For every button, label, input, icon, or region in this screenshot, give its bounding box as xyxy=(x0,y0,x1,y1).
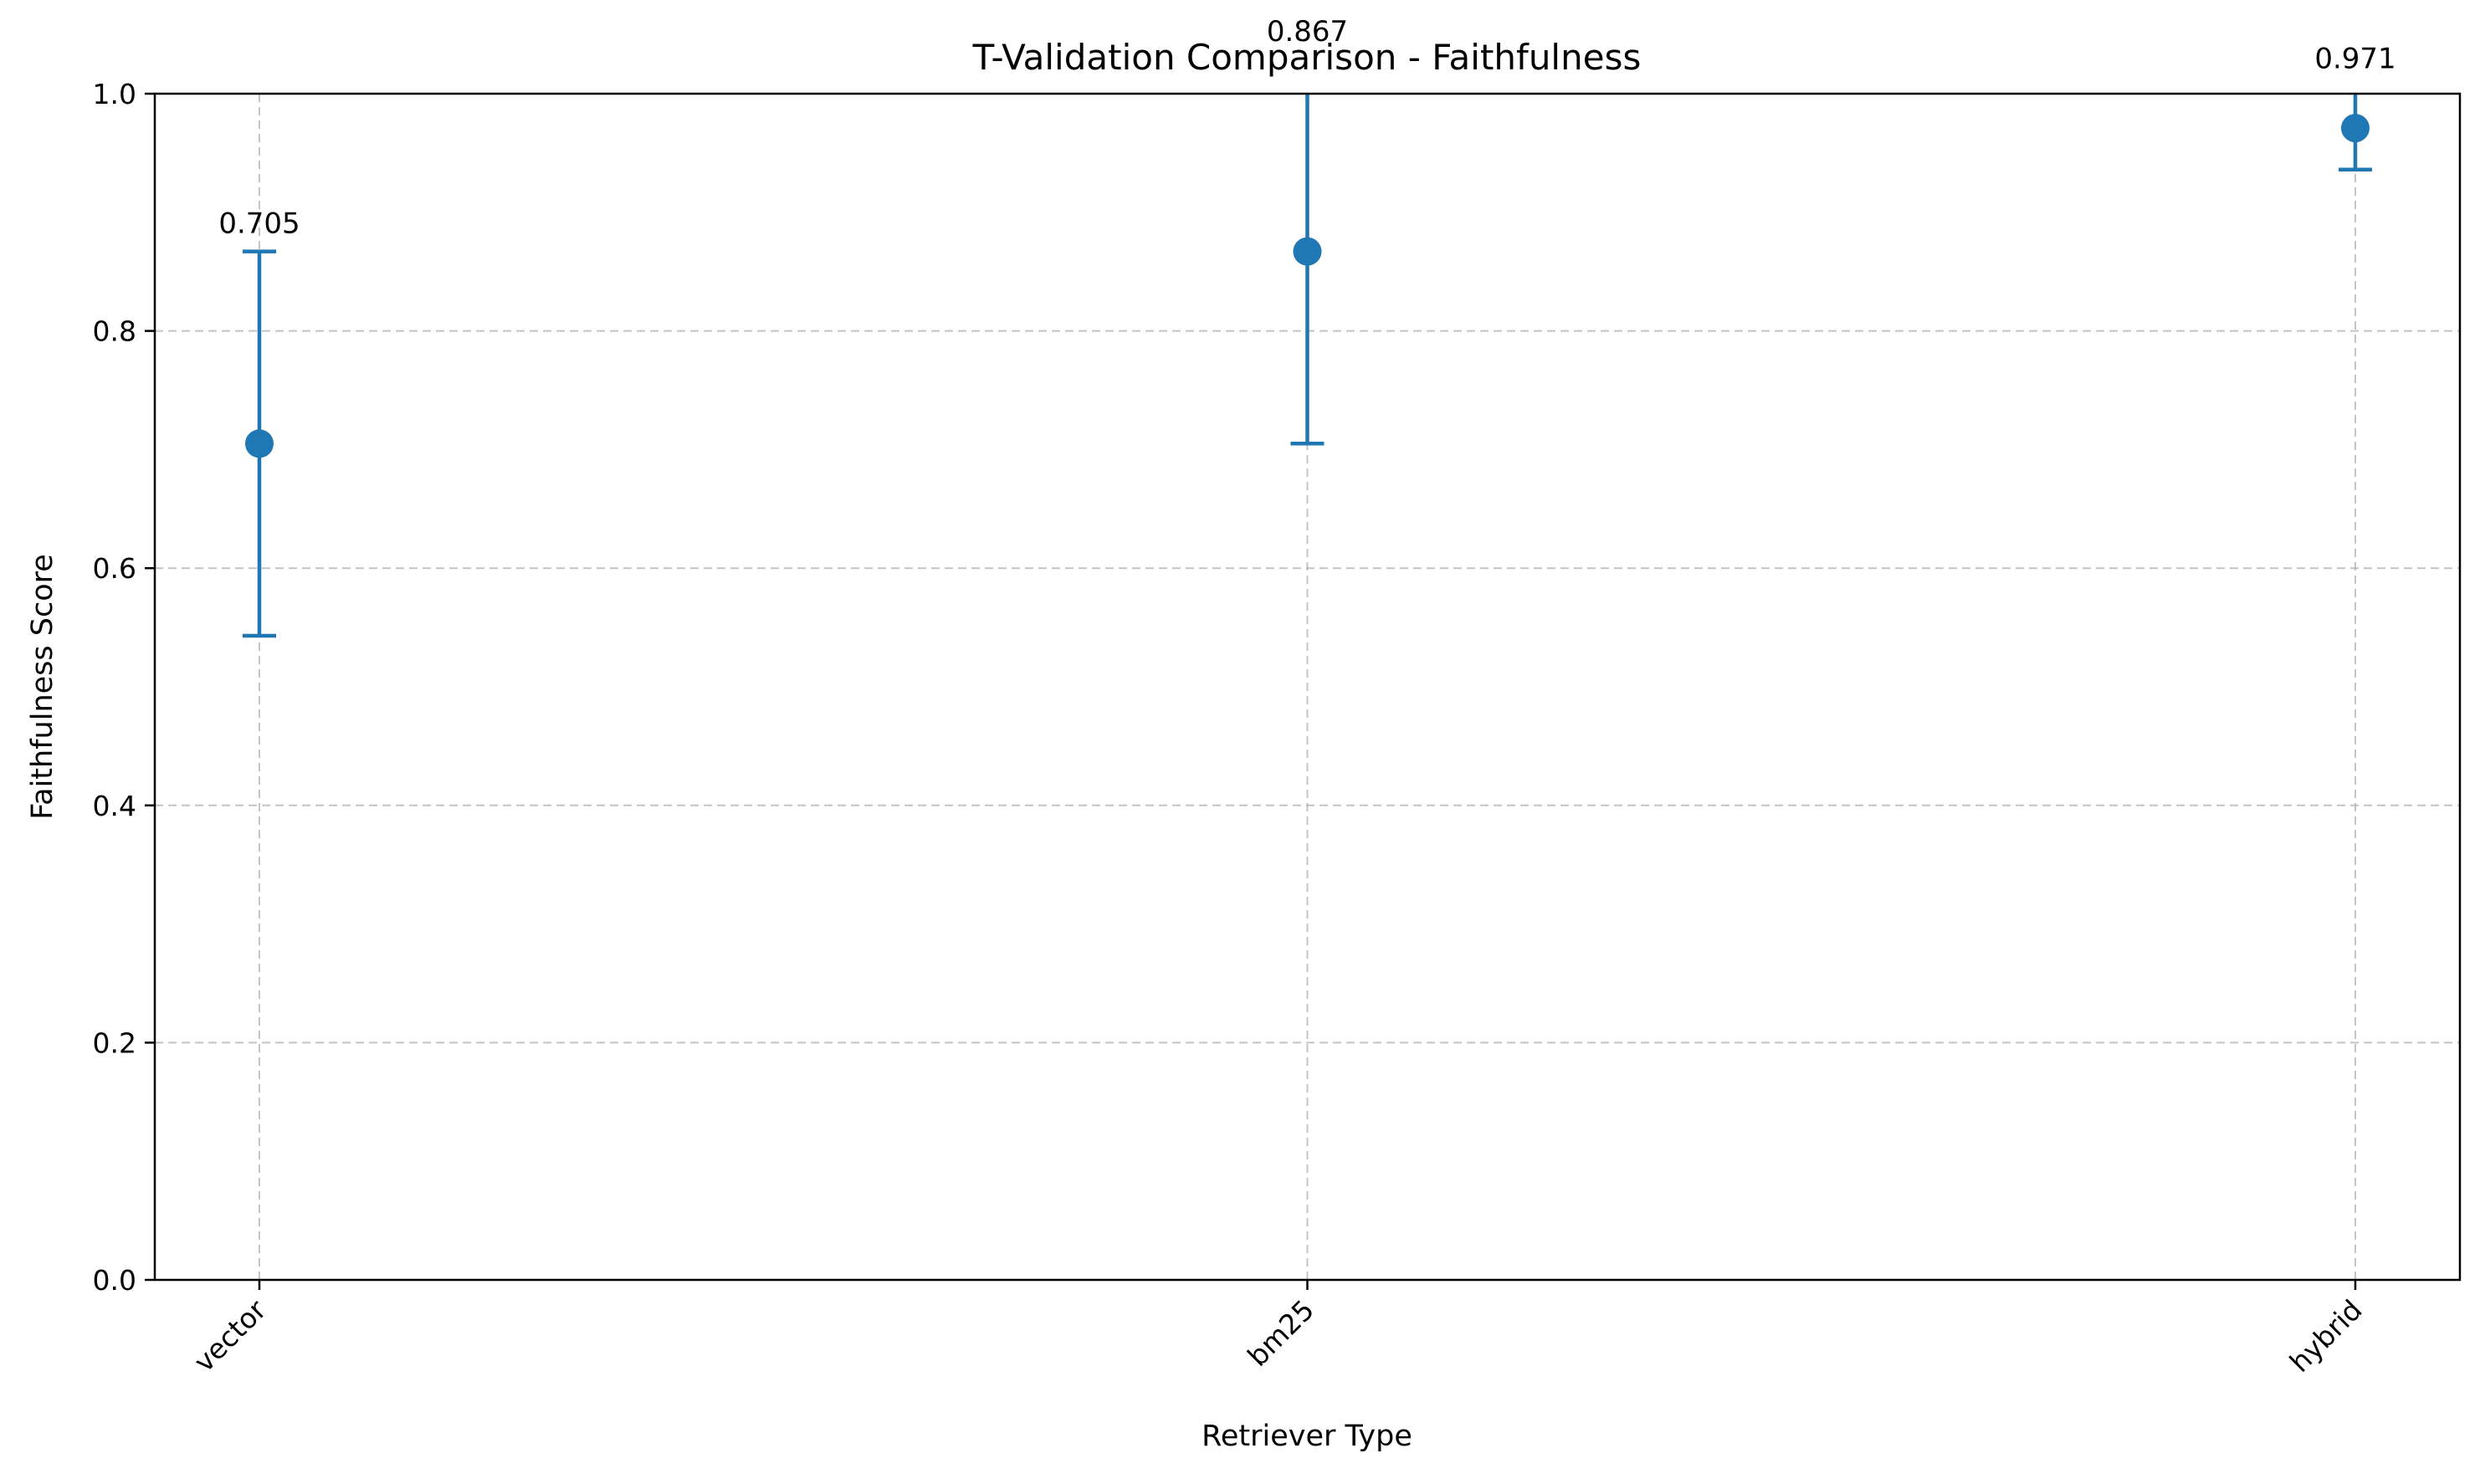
y-tick-label: 0.6 xyxy=(93,552,136,585)
chart-title: T-Validation Comparison - Faithfulness xyxy=(972,37,1642,78)
y-tick-label: 0.8 xyxy=(93,315,136,348)
data-point-bm25 xyxy=(1293,237,1322,266)
y-tick-label: 0.0 xyxy=(93,1264,136,1297)
data-labels-layer: 0.705 0.867 0.971 xyxy=(218,15,2395,241)
x-axis-label: Retriever Type xyxy=(1202,1420,1412,1453)
data-label-vector: 0.705 xyxy=(218,207,300,241)
data-point-vector xyxy=(245,429,274,458)
data-label-bm25: 0.867 xyxy=(1267,15,1348,49)
y-tick-label: 0.4 xyxy=(93,790,136,822)
data-point-hybrid xyxy=(2341,114,2370,143)
y-tick-label: 1.0 xyxy=(93,78,136,110)
y-axis-label: Faithfulness Score xyxy=(26,554,59,820)
data-label-hybrid: 0.971 xyxy=(2314,42,2395,75)
plot-frame xyxy=(153,92,2462,1282)
data-points-layer xyxy=(245,114,2370,458)
y-tick-label: 0.2 xyxy=(93,1026,136,1059)
